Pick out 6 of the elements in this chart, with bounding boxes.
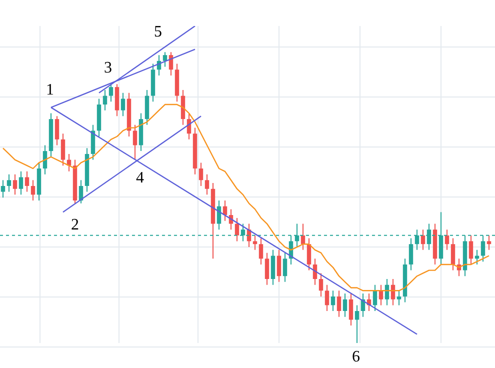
annotation: 1 [46,82,54,98]
text: 5 [154,24,162,40]
annotation: 4 [136,170,144,186]
annotation: 3 [104,60,112,76]
text: 6 [352,348,360,366]
annotation: 2 [71,216,79,234]
